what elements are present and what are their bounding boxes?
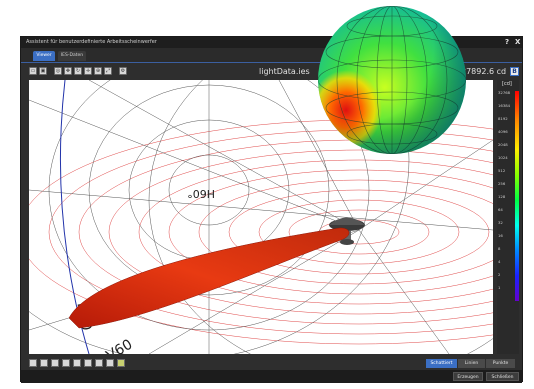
render-points-button[interactable]: Punkte bbox=[486, 359, 515, 368]
3d-viewport[interactable]: H60° H90 V60 bbox=[29, 80, 493, 354]
zoom-icon[interactable]: ⊕ bbox=[94, 67, 102, 75]
floor-grid bbox=[29, 119, 493, 345]
screen-icon[interactable]: ▭ bbox=[29, 67, 37, 75]
pan-icon[interactable]: ✛ bbox=[84, 67, 92, 75]
legend-value: 256 bbox=[498, 181, 506, 186]
view-grid-icon[interactable] bbox=[84, 359, 92, 367]
generate-button[interactable]: Erzeugen bbox=[453, 372, 483, 381]
candela-unit-button[interactable]: B bbox=[510, 67, 519, 76]
legend-value: 4 bbox=[498, 259, 501, 264]
view-back-icon[interactable] bbox=[73, 359, 81, 367]
legend-value: 128 bbox=[498, 194, 506, 199]
view-toolbar: Schattiert Linien Punkte bbox=[21, 358, 522, 370]
candela-value: 37892.6 cd bbox=[461, 67, 507, 76]
legend-value: 512 bbox=[498, 168, 506, 173]
title-bar: Assistent für benutzerdefinierte Arbeits… bbox=[21, 37, 522, 48]
render-shaded-button[interactable]: Schattiert bbox=[426, 359, 457, 368]
settings-icon[interactable]: ⚙ bbox=[119, 67, 127, 75]
render-lines-button[interactable]: Linien bbox=[458, 359, 485, 368]
expand-icon[interactable]: ⤢ bbox=[104, 67, 112, 75]
light-distribution-lobe bbox=[68, 227, 350, 329]
orbit-icon[interactable]: ◎ bbox=[54, 67, 62, 75]
view-front-icon[interactable] bbox=[29, 359, 37, 367]
legend-value: 2048 bbox=[498, 142, 508, 147]
close-window-button[interactable]: X bbox=[515, 38, 521, 46]
tab-viewer[interactable]: Viewer bbox=[33, 51, 55, 61]
file-name: lightData.ies bbox=[259, 67, 310, 76]
window-title: Assistent für benutzerdefinierte Arbeits… bbox=[26, 39, 157, 45]
legend-value: 8192 bbox=[498, 116, 508, 121]
viewer-toolbar: ▭ ▣ ◎ ✥ ↻ ✛ ⊕ ⤢ ⚙ lightData.ies 37892.6 … bbox=[21, 64, 522, 78]
legend-value: 32 bbox=[498, 220, 503, 225]
legend-value: 16384 bbox=[498, 103, 511, 108]
view-iso-icon[interactable] bbox=[62, 359, 70, 367]
photometric-plot: H60° H90 V60 bbox=[29, 80, 493, 354]
legend-value: 32768 bbox=[498, 90, 511, 95]
tab-ies-data[interactable]: IES-Daten bbox=[58, 51, 86, 61]
view-3d-icon[interactable] bbox=[95, 359, 103, 367]
image-icon[interactable]: ▣ bbox=[39, 67, 47, 75]
legend-value: 64 bbox=[498, 207, 503, 212]
rotate-icon[interactable]: ↻ bbox=[74, 67, 82, 75]
legend-value: 2 bbox=[498, 272, 501, 277]
legend-color-bar bbox=[515, 91, 519, 301]
legend-unit: [cd] bbox=[502, 81, 512, 87]
dialog-footer: Erzeugen Schließen bbox=[21, 370, 522, 383]
legend-value: 1024 bbox=[498, 155, 508, 160]
legend-value: 1 bbox=[498, 285, 501, 290]
legend-value: 8 bbox=[498, 246, 501, 251]
angle-label-v60: V60 bbox=[104, 337, 136, 354]
polar-grid bbox=[29, 80, 493, 354]
sphere-svg bbox=[318, 6, 466, 154]
move-icon[interactable]: ✥ bbox=[64, 67, 72, 75]
legend-value: 16 bbox=[498, 233, 503, 238]
view-side-icon[interactable] bbox=[40, 359, 48, 367]
view-globe-icon[interactable] bbox=[106, 359, 114, 367]
sphere-preview bbox=[316, 2, 468, 160]
angle-label-h60: H60° bbox=[187, 187, 215, 200]
view-top-icon[interactable] bbox=[51, 359, 59, 367]
help-button[interactable]: ? bbox=[505, 38, 510, 46]
legend-value: 4096 bbox=[498, 129, 508, 134]
close-button[interactable]: Schließen bbox=[486, 372, 519, 381]
candela-legend: [cd] 32768 16384 8192 4096 2048 1024 512… bbox=[497, 80, 519, 354]
view-color-icon[interactable] bbox=[117, 359, 125, 367]
